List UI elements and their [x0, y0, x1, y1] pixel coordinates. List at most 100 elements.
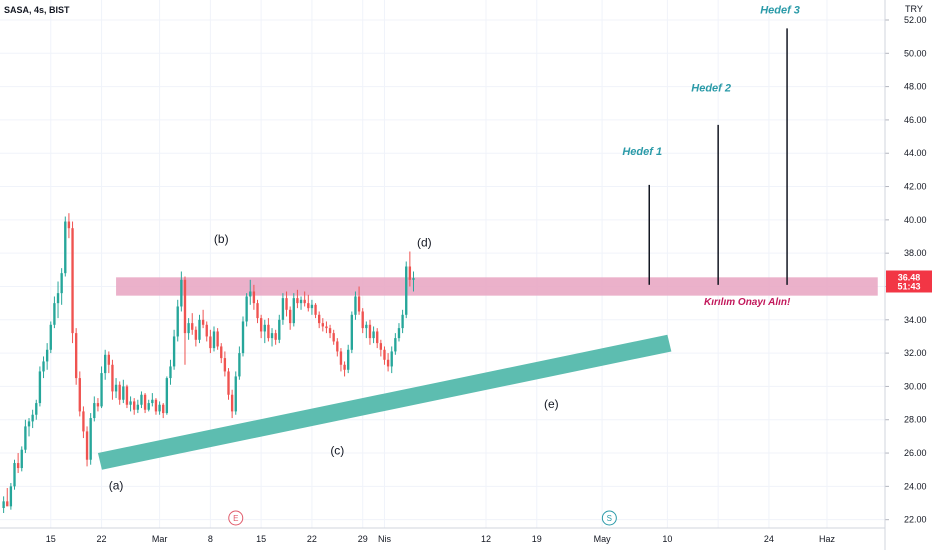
candle-body: [6, 501, 9, 507]
candle-body: [205, 324, 208, 337]
candle-body: [45, 349, 49, 362]
support-trendline: [97, 334, 672, 470]
candle-body: [162, 404, 165, 414]
candle: [227, 368, 230, 400]
candle-body: [143, 394, 147, 410]
candle-body: [93, 403, 96, 419]
y-tick-label: 24.00: [904, 481, 927, 491]
candle-body: [49, 324, 52, 350]
wave-label: (b): [214, 232, 229, 246]
candle: [252, 284, 256, 310]
candle-body: [292, 298, 295, 324]
candle: [372, 326, 375, 344]
candle: [13, 459, 16, 490]
candle: [133, 398, 136, 415]
candle: [328, 324, 332, 339]
candle: [56, 281, 60, 319]
candle: [136, 399, 140, 414]
candle-body: [122, 386, 125, 400]
candle: [35, 399, 38, 420]
y-tick-label: 42.00: [904, 182, 927, 192]
candle-body: [303, 299, 306, 304]
candle-body: [35, 403, 38, 415]
candle-body: [328, 328, 332, 334]
candle-body: [227, 371, 230, 395]
candle: [53, 296, 56, 329]
candle-body: [394, 338, 397, 352]
candle-body: [350, 314, 354, 350]
wave-label: (d): [417, 236, 432, 250]
candle: [386, 353, 390, 372]
candle: [42, 356, 45, 379]
candle: [172, 329, 176, 370]
candle: [354, 291, 357, 320]
candle: [118, 381, 121, 405]
overlay-layer: Hedef 1 Hedef 2 Hedef 3 Kırılım Onayı Alın!…: [109, 4, 800, 526]
candle: [158, 401, 161, 415]
wave-label: (e): [544, 397, 559, 411]
candle: [292, 293, 295, 327]
candle-body: [136, 404, 140, 410]
candle: [408, 251, 412, 287]
candle-body: [270, 333, 274, 339]
candle: [187, 318, 190, 340]
candle: [285, 291, 288, 317]
candle-body: [209, 336, 212, 349]
candle-body: [20, 449, 23, 469]
candle-body: [230, 394, 234, 412]
candle: [64, 216, 67, 277]
candle: [278, 314, 281, 344]
candle: [299, 296, 303, 310]
candle: [143, 393, 147, 414]
candle-body: [278, 319, 281, 340]
candle: [31, 409, 34, 429]
candle: [318, 311, 321, 329]
x-tick-label: 19: [532, 534, 542, 544]
candle: [238, 346, 241, 380]
candle: [397, 323, 401, 342]
candle: [212, 326, 216, 352]
candle: [361, 308, 364, 334]
candle: [343, 361, 346, 377]
candle-body: [259, 318, 263, 332]
candle-body: [318, 314, 321, 324]
candle: [296, 289, 299, 309]
candle-body: [296, 298, 299, 304]
candle: [412, 271, 415, 292]
candle: [216, 328, 219, 350]
x-tick-label: Haz: [819, 534, 836, 544]
candle: [151, 393, 154, 407]
candle: [20, 446, 23, 472]
candle-body: [310, 304, 314, 309]
candle-body: [13, 463, 16, 487]
candle-body: [365, 324, 368, 329]
resistance-zone: [116, 277, 878, 296]
candle: [67, 213, 71, 239]
candle: [339, 348, 343, 372]
candle-body: [216, 331, 219, 347]
candle: [162, 403, 165, 419]
candle-body: [220, 346, 223, 359]
event-marker-label: E: [233, 514, 238, 523]
candle: [259, 314, 263, 339]
candle-body: [154, 399, 158, 412]
candle-body: [82, 411, 85, 432]
y-tick-label: 48.00: [904, 82, 927, 92]
candle: [85, 426, 89, 467]
candle: [100, 366, 103, 409]
x-tick-label: Mar: [152, 534, 168, 544]
candle: [183, 276, 187, 365]
candle-body: [2, 501, 5, 509]
candle: [310, 299, 314, 315]
symbol-label[interactable]: SASA, 4s, BIST: [4, 5, 70, 15]
event-marker-circle: [601, 510, 617, 526]
currency-label: TRY: [905, 4, 923, 14]
x-tick-label: 12: [481, 534, 491, 544]
candle: [201, 309, 205, 329]
candle-body: [390, 351, 393, 367]
candle: [390, 346, 393, 374]
candle-body: [223, 358, 227, 372]
candle-body: [133, 401, 136, 410]
candle-body: [281, 298, 285, 320]
